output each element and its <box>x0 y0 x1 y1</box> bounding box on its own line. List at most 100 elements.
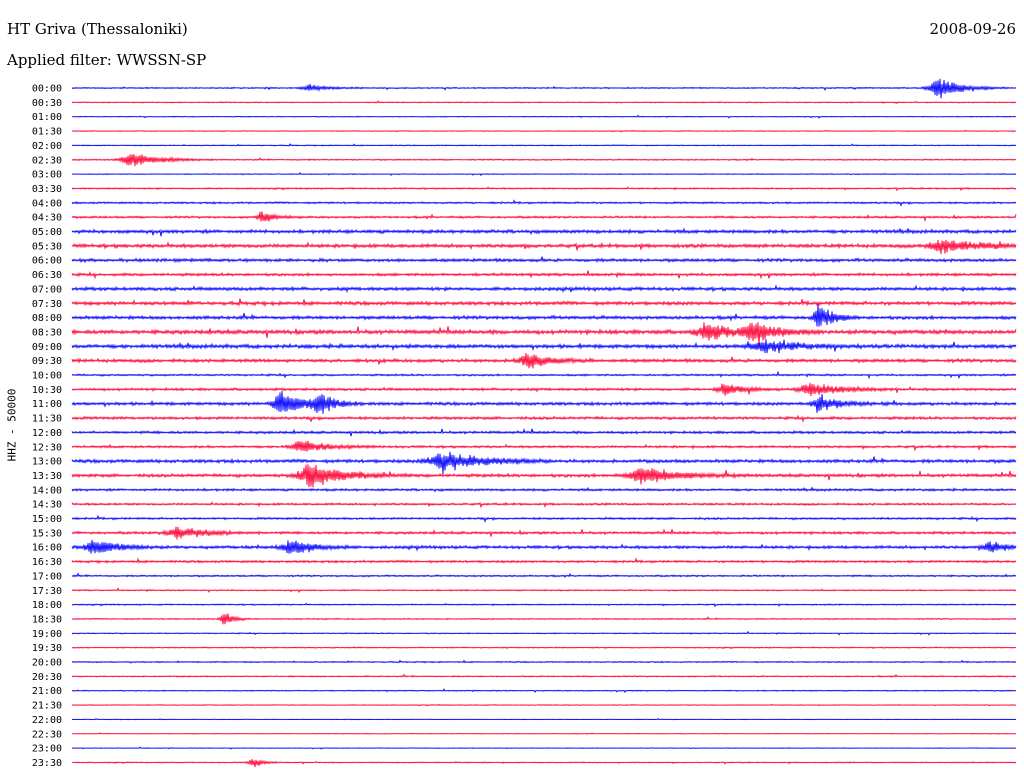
trace-line <box>71 186 1017 192</box>
row-time-label: 05:00 <box>32 227 62 238</box>
row-time-label: 16:00 <box>32 543 62 554</box>
row-time-label: 04:00 <box>32 198 62 209</box>
trace-line <box>71 759 1017 768</box>
row-time-label: 21:00 <box>32 686 62 697</box>
trace-line <box>71 539 1017 554</box>
trace-line <box>71 602 1017 608</box>
trace-line <box>71 688 1017 694</box>
trace-line <box>71 630 1017 636</box>
trace-line <box>71 284 1017 294</box>
trace-line <box>71 211 1017 223</box>
trace-line <box>71 100 1017 105</box>
trace-line <box>71 382 1017 397</box>
trace-line <box>71 703 1017 707</box>
row-time-label: 08:00 <box>32 313 62 324</box>
row-time-label: 02:30 <box>32 155 62 166</box>
trace-line <box>71 256 1017 264</box>
trace-line <box>71 390 1017 414</box>
filter-label: Applied filter: WWSSN-SP <box>7 51 207 69</box>
row-time-label: 03:30 <box>32 184 62 195</box>
row-time-label: 18:30 <box>32 614 62 625</box>
trace-line <box>71 486 1017 493</box>
row-time-label: 18:00 <box>32 600 62 611</box>
row-time-label: 01:30 <box>32 127 62 138</box>
row-time-label: 00:00 <box>32 84 62 95</box>
row-time-label: 23:00 <box>32 744 62 755</box>
row-time-label: 02:00 <box>32 141 62 152</box>
row-time-label: 05:30 <box>32 241 62 252</box>
row-time-label: 09:30 <box>32 356 62 367</box>
row-time-label: 10:00 <box>32 371 62 382</box>
row-time-label: 07:30 <box>32 299 62 310</box>
trace-line <box>71 514 1017 523</box>
row-time-label: 07:00 <box>32 284 62 295</box>
row-time-label: 14:00 <box>32 485 62 496</box>
trace-line <box>71 143 1017 147</box>
row-time-label: 15:30 <box>32 528 62 539</box>
trace-line <box>71 239 1017 255</box>
record-date: 2008-09-26 <box>929 20 1016 38</box>
trace-line <box>71 451 1017 475</box>
trace-line <box>71 298 1017 308</box>
trace-line <box>71 154 1017 167</box>
row-time-label: 16:30 <box>32 557 62 568</box>
row-time-label: 12:30 <box>32 442 62 453</box>
station-title: HT Griva (Thessaloniki) <box>7 20 188 38</box>
row-time-label: 21:30 <box>32 701 62 712</box>
row-time-label: 11:00 <box>32 399 62 410</box>
row-time-label: 13:00 <box>32 457 62 468</box>
trace-line <box>71 587 1017 594</box>
trace-line <box>71 717 1017 721</box>
row-time-label: 04:30 <box>32 213 62 224</box>
trace-line <box>71 613 1017 625</box>
trace-line <box>71 526 1017 540</box>
trace-line <box>71 304 1017 327</box>
row-time-label: 12:00 <box>32 428 62 439</box>
trace-line <box>71 322 1017 345</box>
trace-line <box>71 557 1017 565</box>
row-time-label: 06:00 <box>32 256 62 267</box>
row-time-label: 13:30 <box>32 471 62 482</box>
row-time-label: 20:00 <box>32 658 62 669</box>
row-time-label: 17:30 <box>32 586 62 597</box>
trace-line <box>71 732 1017 735</box>
trace-line <box>71 673 1017 679</box>
trace-line <box>71 114 1017 119</box>
row-time-label: 14:30 <box>32 500 62 511</box>
trace-line <box>71 270 1017 280</box>
row-time-label: 19:00 <box>32 629 62 640</box>
trace-line <box>71 172 1017 177</box>
trace-line <box>71 440 1017 452</box>
row-time-label: 17:00 <box>32 571 62 582</box>
trace-line <box>71 646 1017 650</box>
trace-line <box>71 129 1017 133</box>
trace-line <box>71 464 1017 488</box>
row-time-label: 19:30 <box>32 643 62 654</box>
trace-line <box>71 659 1017 664</box>
trace-line <box>71 199 1017 207</box>
row-time-label: 20:30 <box>32 672 62 683</box>
trace-line <box>71 427 1017 437</box>
trace-line <box>71 572 1017 579</box>
row-time-label: 11:30 <box>32 414 62 425</box>
row-time-label: 00:30 <box>32 98 62 109</box>
trace-line <box>71 78 1017 99</box>
trace-line <box>71 746 1017 750</box>
trace-line <box>71 414 1017 423</box>
row-time-label: 10:30 <box>32 385 62 396</box>
row-time-label: 15:00 <box>32 514 62 525</box>
row-time-label: 09:00 <box>32 342 62 353</box>
trace-line <box>71 501 1017 509</box>
trace-line <box>71 370 1017 380</box>
row-time-label: 01:00 <box>32 112 62 123</box>
row-time-label: 23:30 <box>32 758 62 769</box>
row-time-label: 03:00 <box>32 170 62 181</box>
trace-line <box>71 353 1017 369</box>
trace-line <box>71 339 1017 354</box>
row-time-label: 22:00 <box>32 715 62 726</box>
row-time-label: 06:30 <box>32 270 62 281</box>
trace-line <box>71 227 1017 237</box>
row-time-label: 22:30 <box>32 729 62 740</box>
row-time-label: 08:30 <box>32 327 62 338</box>
